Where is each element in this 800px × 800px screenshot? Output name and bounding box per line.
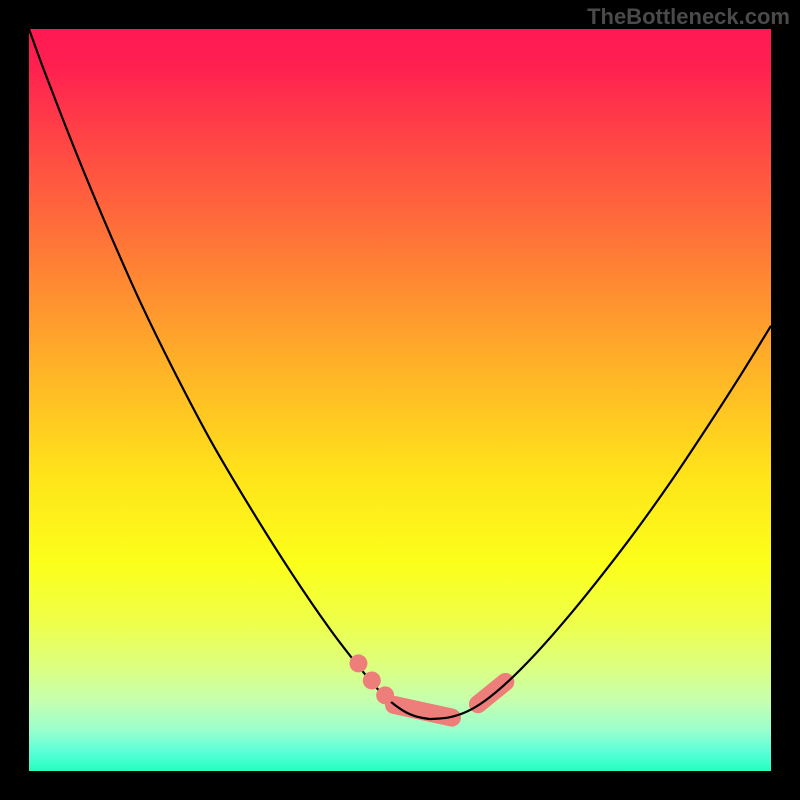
left-curve	[29, 29, 430, 719]
right-curve	[430, 326, 771, 719]
trough-marker-dots	[349, 654, 394, 704]
curve-layer	[29, 29, 771, 771]
chart-frame: TheBottleneck.com	[0, 0, 800, 800]
plot-area	[29, 29, 771, 771]
watermark-text: TheBottleneck.com	[587, 4, 790, 30]
trough-marker-segments	[394, 682, 505, 718]
